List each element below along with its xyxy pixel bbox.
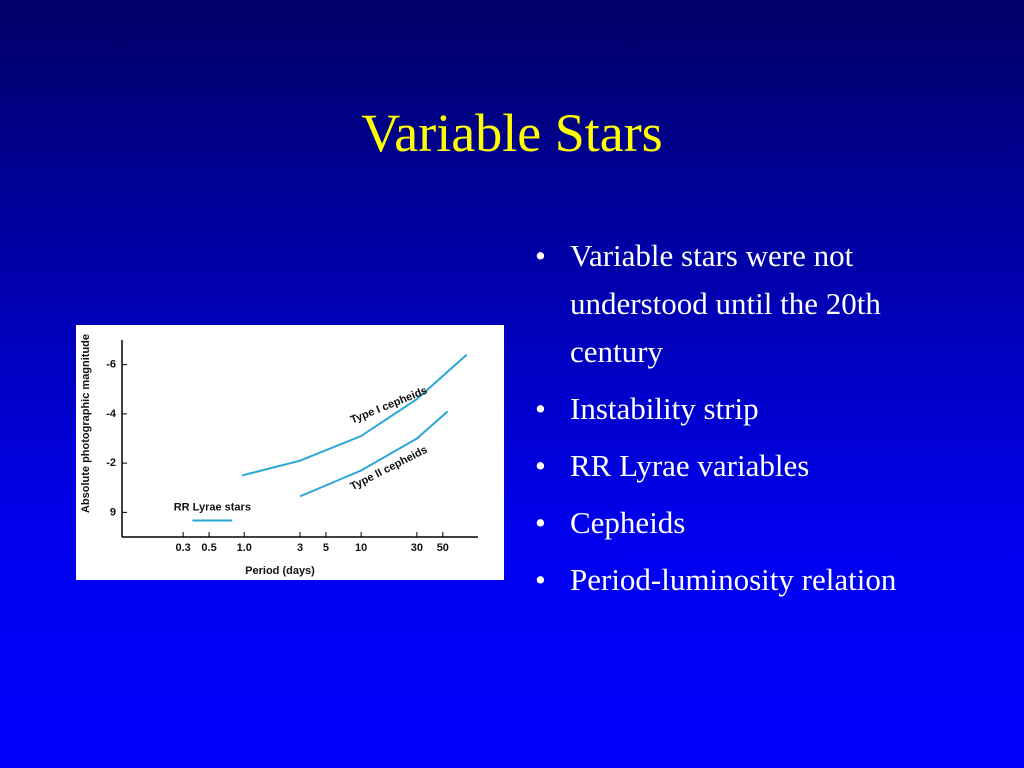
x-tick-label: 0.5: [201, 542, 216, 554]
x-tick-label: 10: [355, 542, 367, 554]
bullet: RR Lyrae variables: [535, 442, 925, 490]
bullet: Instability strip: [535, 385, 925, 433]
bullet: Cepheids: [535, 499, 925, 547]
slide-title: Variable Stars: [361, 103, 663, 163]
series-line: [241, 354, 468, 477]
bullet: Period-luminosity relation: [535, 556, 925, 604]
y-tick-label: -2: [106, 457, 116, 469]
x-axis-label: Period (days): [245, 565, 315, 577]
y-tick-label: 9: [110, 506, 116, 518]
y-tick-label: -4: [106, 408, 117, 420]
x-tick-label: 30: [411, 542, 423, 554]
bullet: Variable stars were not understood until…: [535, 232, 925, 376]
chart: -6 -4 -2 9 0.3 0.5 1.0 3 5 10 30 50 Period (days) Abs…: [76, 325, 504, 580]
y-tick-label: -6: [106, 359, 116, 371]
x-tick-label: 50: [437, 542, 449, 554]
x-tick-label: 1.0: [237, 542, 252, 554]
series-label: RR Lyrae stars: [174, 501, 251, 513]
x-tick-label: 3: [297, 542, 303, 554]
series-label: Type II cepheids: [348, 444, 429, 493]
bullet-list: Variable stars were not understood until…: [535, 232, 925, 613]
series-line: [299, 410, 449, 498]
x-tick-label: 5: [323, 542, 329, 554]
y-axis-label: Absolute photographic magnitude: [80, 334, 92, 513]
series-label: Type I cepheids: [349, 385, 429, 427]
x-tick-label: 0.3: [175, 542, 190, 554]
